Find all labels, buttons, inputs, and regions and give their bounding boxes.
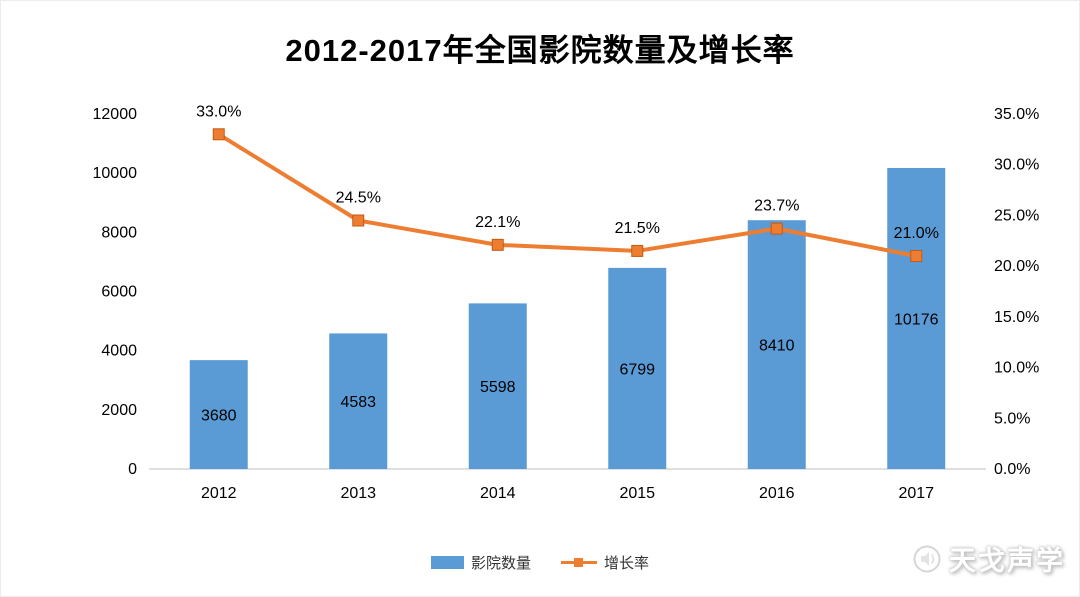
- line-marker-2016: [770, 222, 783, 235]
- line-swatch-marker: [574, 558, 583, 567]
- chart-title: 2012-2017年全国影院数量及增长率: [285, 33, 795, 68]
- left-axis-tick: 0: [128, 461, 137, 478]
- bar-value-label: 8410: [759, 338, 795, 355]
- bar-2017: [887, 167, 946, 469]
- right-axis-tick: 0.0%: [994, 461, 1030, 478]
- legend: 影院数量 增长率: [1, 552, 1079, 573]
- right-axis-tick: 5.0%: [994, 410, 1030, 427]
- speaker-icon: [913, 545, 941, 572]
- bar-value-label: 10176: [894, 311, 939, 328]
- bar-2015: [608, 267, 667, 469]
- left-axis-tick: 4000: [101, 343, 137, 360]
- growth-rate-label: 21.5%: [615, 220, 660, 237]
- left-axis-tick: 12000: [93, 106, 138, 123]
- bar-2012: [189, 360, 248, 469]
- left-axis-tick: 8000: [101, 224, 137, 241]
- right-axis-tick: 30.0%: [994, 157, 1039, 174]
- bar-value-label: 3680: [201, 408, 237, 425]
- growth-rate-label: 33.0%: [196, 103, 241, 120]
- line-marker-2013: [352, 214, 365, 227]
- legend-item-cinema-count: 影院数量: [430, 552, 531, 573]
- legend-label-growth-rate: 增长率: [604, 555, 650, 572]
- x-axis-label: 2015: [619, 485, 655, 502]
- line-swatch-icon: [561, 556, 597, 569]
- right-axis-tick: 15.0%: [994, 309, 1039, 326]
- x-axis-label: 2012: [201, 485, 237, 502]
- growth-rate-label: 24.5%: [336, 190, 381, 207]
- bar-swatch-icon: [430, 556, 464, 569]
- right-axis-tick: 25.0%: [994, 207, 1039, 224]
- bar-value-label: 4583: [340, 394, 376, 411]
- growth-rate-label: 21.0%: [894, 225, 939, 242]
- line-marker-2014: [491, 238, 504, 251]
- x-axis-label: 2014: [480, 485, 516, 502]
- legend-item-growth-rate: 增长率: [561, 552, 649, 573]
- bar-2014: [468, 303, 527, 469]
- bar-value-label: 5598: [480, 379, 516, 396]
- bar-2013: [329, 333, 388, 469]
- right-axis-tick: 10.0%: [994, 360, 1039, 377]
- x-axis-label: 2016: [759, 485, 795, 502]
- growth-rate-label: 22.1%: [475, 214, 520, 231]
- line-marker-2015: [631, 244, 644, 257]
- legend-label-cinema-count: 影院数量: [470, 555, 531, 572]
- watermark: 天戈声学: [910, 539, 1065, 578]
- bar-2016: [747, 220, 806, 469]
- left-axis-tick: 10000: [93, 165, 138, 182]
- left-axis-tick: 2000: [101, 402, 137, 419]
- growth-rate-line: [217, 132, 917, 258]
- bar-value-label: 6799: [619, 361, 655, 378]
- x-axis-label: 2013: [340, 485, 376, 502]
- right-axis-tick: 35.0%: [994, 106, 1039, 123]
- left-axis-tick: 6000: [101, 284, 137, 301]
- growth-rate-label: 23.7%: [754, 198, 799, 215]
- line-marker-2017: [910, 250, 923, 262]
- watermark-text: 天戈声学: [949, 546, 1065, 576]
- x-axis-label: 2017: [898, 485, 934, 502]
- right-axis-tick: 20.0%: [994, 258, 1039, 275]
- line-marker-2012: [212, 128, 225, 141]
